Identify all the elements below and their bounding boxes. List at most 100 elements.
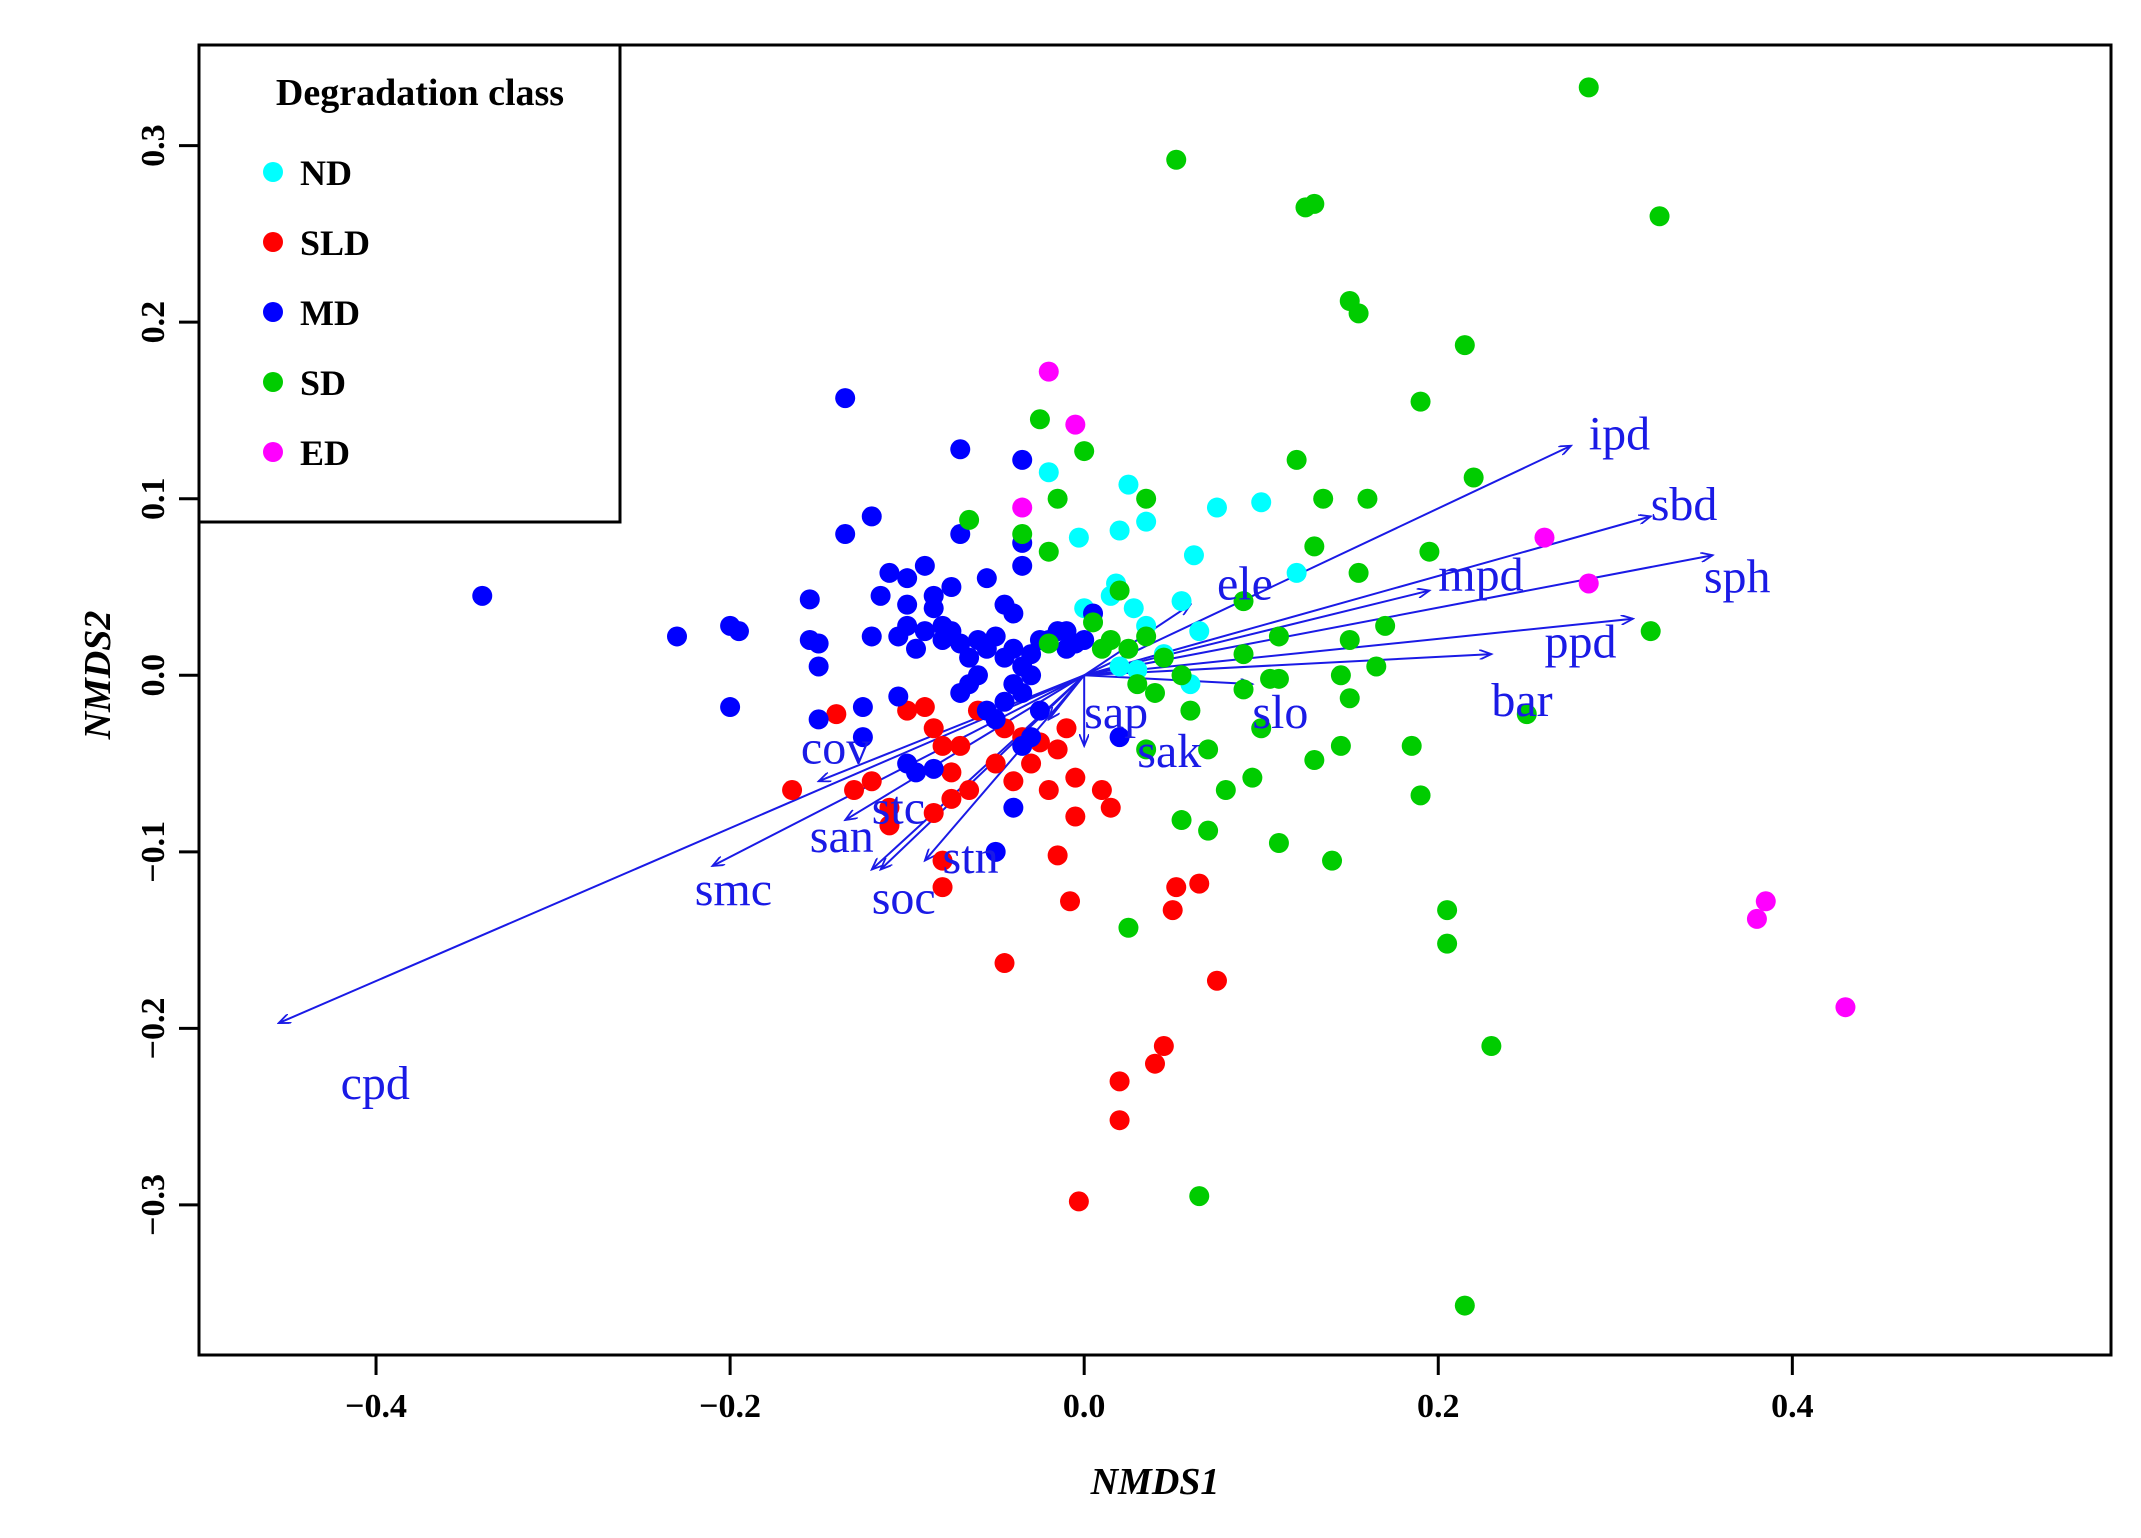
point-md <box>861 626 882 647</box>
point-md <box>1021 665 1042 686</box>
point-sld <box>1206 970 1227 991</box>
point-sd <box>1304 536 1325 557</box>
point-sd <box>1304 193 1325 214</box>
legend-marker-sd <box>263 372 283 392</box>
vector-label-ipd: ipd <box>1589 407 1650 460</box>
point-md <box>923 758 944 779</box>
x-tick-label: −0.4 <box>345 1388 407 1425</box>
point-sd <box>1198 739 1219 760</box>
point-md <box>1029 700 1050 721</box>
point-sld <box>1166 877 1187 898</box>
point-nd <box>1118 474 1139 495</box>
point-md <box>728 621 749 642</box>
vector-label-san: san <box>810 810 874 863</box>
point-sd <box>1330 735 1351 756</box>
point-nd <box>1109 656 1130 677</box>
vector-label-sap: sap <box>1084 686 1148 739</box>
point-sld <box>932 735 953 756</box>
points-layer <box>472 77 1856 1316</box>
point-md <box>879 562 900 583</box>
point-md <box>808 709 829 730</box>
point-md <box>994 691 1015 712</box>
point-sld <box>941 762 962 783</box>
legend-label-sd: SD <box>300 363 346 403</box>
point-md <box>861 506 882 527</box>
point-sld <box>1021 753 1042 774</box>
vector-label-smc: smc <box>695 863 772 916</box>
point-sld <box>1109 1110 1130 1131</box>
point-md <box>835 524 856 545</box>
point-sd <box>1091 638 1112 659</box>
point-sld <box>861 771 882 792</box>
point-sld <box>1145 1053 1165 1074</box>
point-sd <box>1454 1295 1475 1316</box>
x-tick-label: 0.4 <box>1771 1388 1814 1425</box>
point-sd <box>1171 810 1192 831</box>
point-sld <box>782 780 803 801</box>
point-sd <box>1127 674 1148 695</box>
point-sd <box>1109 580 1130 601</box>
point-md <box>994 594 1015 615</box>
point-sd <box>1339 688 1360 709</box>
point-sld <box>1047 845 1068 866</box>
point-sld <box>844 780 865 801</box>
point-sd <box>959 509 980 530</box>
y-tick-label: −0.2 <box>135 997 172 1059</box>
point-sd <box>1516 704 1537 725</box>
point-md <box>1074 629 1095 650</box>
vector-arrow-bar <box>1084 654 1491 677</box>
legend-marker-md <box>263 302 283 322</box>
point-sd <box>1268 833 1289 854</box>
point-sd <box>1454 335 1475 356</box>
y-axis: −0.3 −0.2 −0.1 0.0 0.1 0.2 0.3 <box>135 124 201 1236</box>
vector-arrow-smc <box>712 674 1085 866</box>
point-sld <box>1091 780 1112 801</box>
point-sd <box>1233 679 1254 700</box>
point-md <box>985 709 1006 730</box>
point-sd <box>1410 785 1431 806</box>
vector-label-mpd: mpd <box>1438 549 1523 602</box>
point-sd <box>1640 621 1661 642</box>
legend-marker-sld <box>263 232 283 252</box>
point-sd <box>1189 1186 1210 1207</box>
point-sd <box>1313 488 1334 509</box>
point-md <box>1056 621 1077 642</box>
point-sd <box>1649 206 1670 227</box>
point-md <box>897 594 918 615</box>
point-md <box>667 626 687 647</box>
x-axis: −0.4 −0.2 0.0 0.2 0.4 <box>345 1353 1814 1425</box>
vector-labels-layer: ipdsbdsphmpdppdbareleslosapsakcovsanstcs… <box>341 407 1771 1110</box>
point-nd <box>1068 527 1089 548</box>
point-ed <box>1012 497 1033 518</box>
point-sld <box>1189 873 1210 894</box>
point-sld <box>1153 1036 1174 1057</box>
point-md <box>1003 638 1024 659</box>
point-ed <box>1578 573 1599 594</box>
y-tick-label: 0.0 <box>135 654 172 697</box>
point-md <box>808 633 829 654</box>
point-ed <box>1755 891 1776 912</box>
point-sd <box>1437 933 1458 954</box>
point-md <box>799 589 820 610</box>
point-md <box>835 388 856 409</box>
point-md <box>906 638 926 659</box>
vectors-layer <box>279 446 1713 1023</box>
point-nd <box>1171 591 1192 612</box>
point-sd <box>1251 718 1272 739</box>
point-sld <box>914 697 935 718</box>
legend-title: Degradation class <box>276 72 564 114</box>
vector-arrow-ppd <box>1084 619 1633 677</box>
point-sd <box>1375 615 1396 636</box>
vector-label-cpd: cpd <box>341 1057 410 1110</box>
point-md <box>870 585 891 606</box>
point-sd <box>1401 735 1422 756</box>
point-sld <box>985 753 1006 774</box>
point-sd <box>1357 488 1378 509</box>
point-md <box>914 555 935 576</box>
point-sld <box>1003 771 1024 792</box>
legend-marker-nd <box>263 162 283 182</box>
point-sld <box>1056 718 1077 739</box>
vector-label-soc: soc <box>872 872 936 925</box>
point-md <box>720 697 741 718</box>
